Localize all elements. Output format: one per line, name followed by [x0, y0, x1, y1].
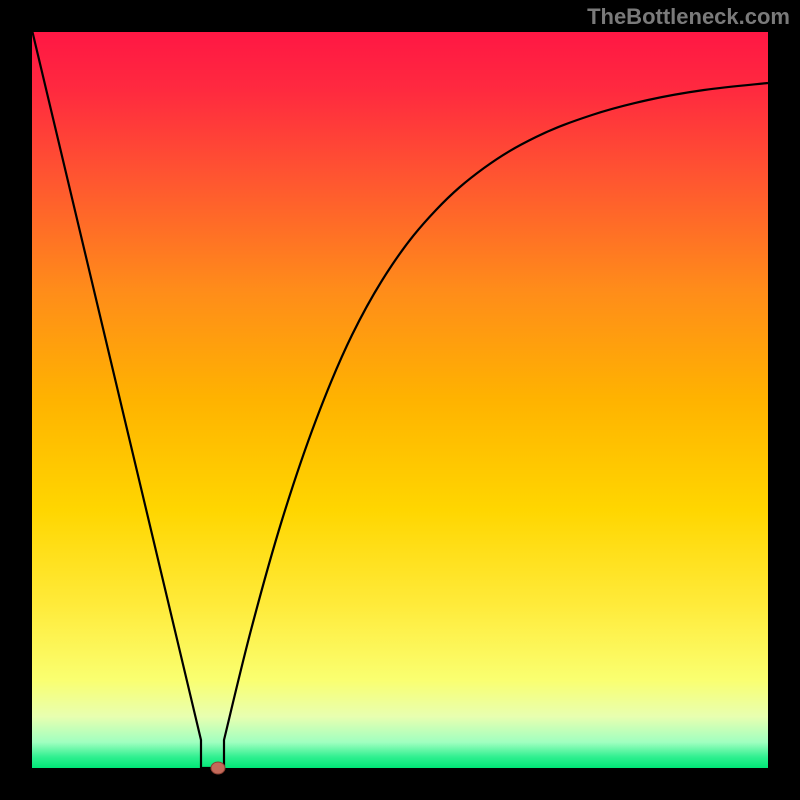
watermark-text: TheBottleneck.com [587, 4, 790, 30]
plot-area [32, 32, 768, 768]
plot-background [32, 32, 768, 768]
chart-container: TheBottleneck.com [0, 0, 800, 800]
